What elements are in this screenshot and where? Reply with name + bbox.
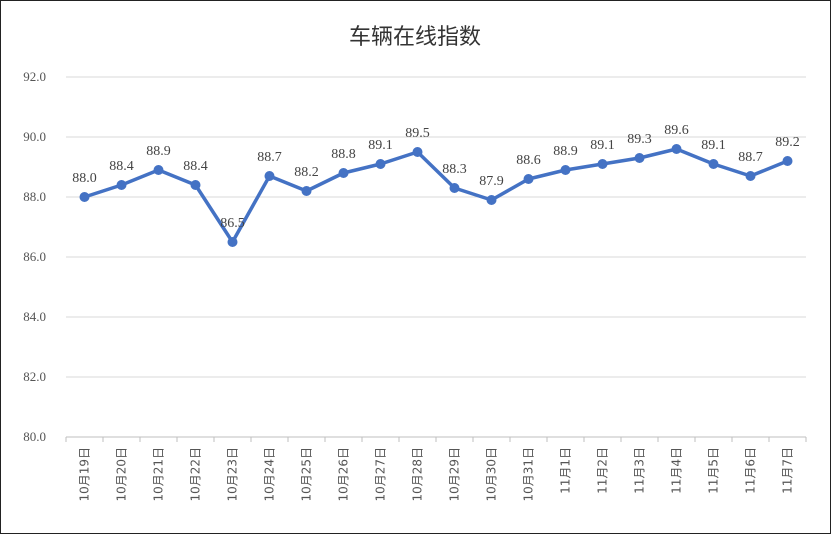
x-tick-label: 11月3日 bbox=[633, 447, 647, 494]
data-point bbox=[560, 165, 571, 175]
y-axis-ticks: 80.0 82.0 84.0 86.0 88.0 90.0 92.0 bbox=[23, 69, 46, 444]
data-label: 88.3 bbox=[442, 162, 467, 177]
data-point bbox=[301, 186, 312, 196]
x-tick-label: 11月1日 bbox=[559, 447, 573, 494]
y-tick-label: 80.0 bbox=[23, 429, 46, 444]
chart-title: 车辆在线指数 bbox=[349, 25, 481, 50]
data-point bbox=[264, 171, 275, 181]
data-points bbox=[79, 144, 793, 247]
data-point bbox=[708, 159, 719, 169]
data-label: 88.6 bbox=[516, 153, 541, 168]
x-tick-label: 11月5日 bbox=[707, 447, 721, 494]
data-point bbox=[671, 144, 682, 154]
x-tick-label: 10月19日 bbox=[78, 447, 92, 502]
x-tick-label: 11月7日 bbox=[781, 447, 795, 494]
data-label: 86.5 bbox=[220, 216, 245, 231]
data-point bbox=[227, 237, 238, 247]
data-label: 88.7 bbox=[257, 150, 282, 165]
data-label: 88.9 bbox=[553, 144, 578, 159]
y-tick-label: 82.0 bbox=[23, 369, 46, 384]
series-line bbox=[83, 147, 789, 244]
data-label: 88.4 bbox=[109, 159, 134, 174]
data-label: 89.6 bbox=[664, 123, 689, 138]
x-tick-label: 10月25日 bbox=[300, 447, 314, 502]
data-label: 88.9 bbox=[146, 144, 171, 159]
y-tick-label: 84.0 bbox=[23, 309, 46, 324]
y-tick-label: 88.0 bbox=[23, 189, 46, 204]
data-point bbox=[338, 168, 349, 178]
data-point bbox=[597, 159, 608, 169]
gridlines bbox=[66, 76, 806, 438]
data-point bbox=[116, 180, 127, 190]
x-tick-label: 10月28日 bbox=[411, 447, 425, 502]
x-tick-label: 10月30日 bbox=[485, 447, 499, 502]
x-tick-label: 10月20日 bbox=[115, 447, 129, 502]
x-tick-label: 10月23日 bbox=[226, 447, 240, 502]
data-point bbox=[449, 183, 460, 193]
data-point bbox=[153, 165, 164, 175]
data-point bbox=[634, 153, 645, 163]
data-point bbox=[523, 174, 534, 184]
y-tick-label: 92.0 bbox=[23, 69, 46, 84]
x-tick-label: 10月22日 bbox=[189, 447, 203, 502]
data-label: 89.1 bbox=[368, 138, 393, 153]
x-tick-label: 11月6日 bbox=[744, 447, 758, 494]
data-label: 88.0 bbox=[72, 171, 97, 186]
data-point bbox=[190, 180, 201, 190]
x-tick-label: 10月27日 bbox=[374, 447, 388, 502]
data-point bbox=[745, 171, 756, 181]
data-point bbox=[412, 147, 423, 157]
data-label: 88.2 bbox=[294, 165, 319, 180]
x-tick-label: 10月31日 bbox=[522, 447, 536, 502]
x-tick-label: 11月4日 bbox=[670, 447, 684, 494]
x-tick-label: 10月26日 bbox=[337, 447, 351, 502]
series-line-layer bbox=[83, 147, 789, 244]
x-tick-label: 10月29日 bbox=[448, 447, 462, 502]
data-label: 88.8 bbox=[331, 147, 356, 162]
data-label: 89.2 bbox=[775, 135, 800, 150]
y-tick-label: 86.0 bbox=[23, 249, 46, 264]
data-label: 89.1 bbox=[701, 138, 726, 153]
y-tick-label: 90.0 bbox=[23, 129, 46, 144]
data-label: 88.4 bbox=[183, 159, 208, 174]
data-point bbox=[375, 159, 386, 169]
data-point bbox=[782, 156, 793, 166]
x-tick-label: 10月24日 bbox=[263, 447, 277, 502]
data-label: 87.9 bbox=[479, 174, 504, 189]
x-tick-label: 11月2日 bbox=[596, 447, 610, 494]
data-label: 88.7 bbox=[738, 150, 763, 165]
data-label: 89.3 bbox=[627, 132, 652, 147]
data-label: 89.5 bbox=[405, 126, 430, 141]
data-point bbox=[79, 192, 90, 202]
x-tick-label: 10月21日 bbox=[152, 447, 166, 502]
data-label: 89.1 bbox=[590, 138, 615, 153]
data-point bbox=[486, 195, 497, 205]
data-labels: 88.0 88.4 88.9 88.4 86.5 88.7 88.2 88.8 89.1 89.5… bbox=[72, 123, 800, 231]
x-axis-ticks: 10月19日 10月20日 10月21日 10月22日 10月23日 10月24日 10月2… bbox=[65, 437, 807, 502]
